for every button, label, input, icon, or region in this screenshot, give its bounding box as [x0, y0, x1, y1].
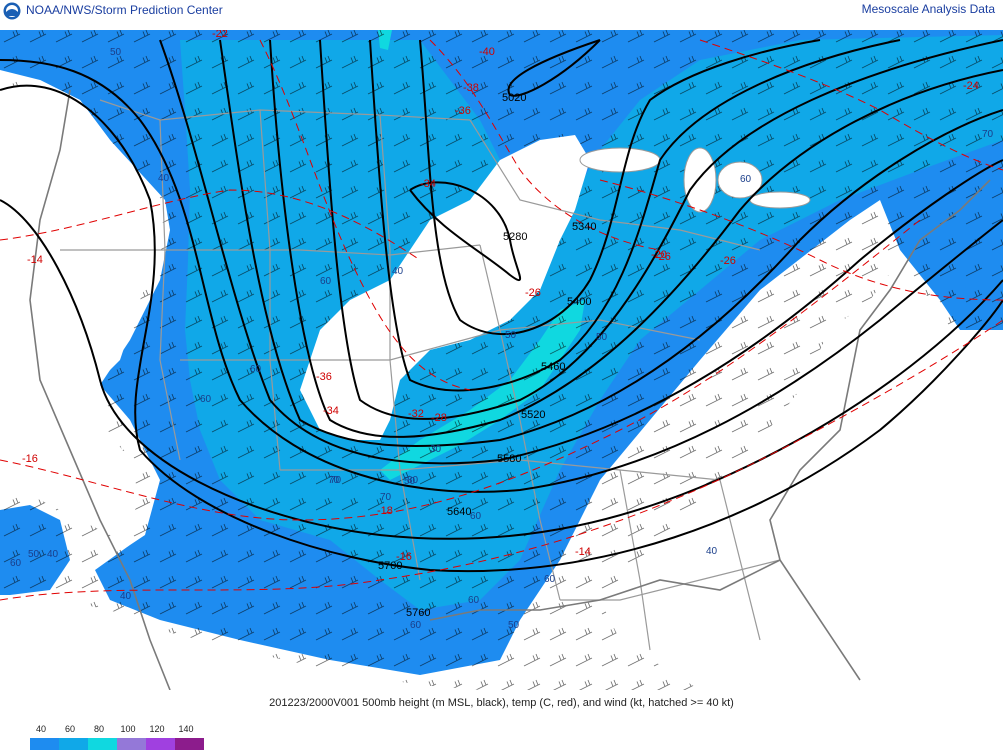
height-label: 5640: [447, 506, 471, 518]
speed-label: 40: [706, 546, 718, 557]
temp-label: -20: [651, 249, 667, 261]
speed-label: 60: [410, 620, 422, 631]
temp-label: -16: [396, 551, 412, 563]
temp-label: -16: [22, 453, 38, 465]
legend-swatch: [146, 738, 175, 750]
height-label: 5020: [502, 92, 526, 104]
speed-label: 50: [508, 620, 520, 631]
legend-label: 140: [178, 724, 194, 734]
height-label: 5520: [521, 409, 545, 421]
height-label: 5460: [541, 361, 565, 373]
temp-label: -34: [323, 405, 339, 417]
legend-swatch: [30, 738, 59, 750]
speed-label: 60: [740, 174, 752, 185]
legend-label: 40: [35, 724, 46, 734]
noaa-logo-icon: [3, 2, 21, 20]
west-coast-clear-zone: [0, 80, 165, 540]
speed-label: 50: [110, 47, 122, 58]
southeast-clear-zone: [600, 260, 1003, 690]
temp-label: -22: [212, 30, 228, 40]
temp-label: -36: [316, 371, 332, 383]
speed-label: 40: [47, 549, 59, 560]
state-borders: [60, 99, 781, 651]
height-label: 5760: [406, 607, 430, 619]
legend-swatch: [117, 738, 146, 750]
temperature-isotherms: [0, 39, 1003, 601]
temp-label: -26: [720, 255, 736, 267]
speed-label: 60: [10, 558, 22, 569]
temp-label: -14: [27, 254, 43, 266]
temp-label: -34: [420, 178, 436, 190]
temp-label: -14: [575, 546, 591, 558]
legend-swatch: [175, 738, 204, 750]
southwest-clear-zone: [0, 600, 480, 690]
height-contours: [0, 39, 1003, 573]
speed-label: 60: [200, 394, 212, 405]
temp-label: -28: [431, 412, 447, 424]
speed-label: 70: [982, 129, 994, 140]
map-caption: 201223/2000V001 500mb height (m MSL, bla…: [269, 697, 734, 709]
speed-label: 70: [330, 475, 342, 486]
temp-label: -32: [408, 408, 424, 420]
great-lakes: [579, 147, 811, 213]
weather-map: 5020 5280 5340 5400 5460 5520 5580 5640 …: [0, 30, 1003, 690]
speed-label: 60: [544, 574, 556, 585]
height-labels: 5020 5280 5340 5400 5460 5520 5580 5640 …: [378, 92, 596, 619]
agency-title: NOAA/NWS/Storm Prediction Center: [26, 3, 223, 17]
header-bar: NOAA/NWS/Storm Prediction Center Mesosca…: [0, 0, 1003, 30]
height-label: 5280: [503, 231, 527, 243]
speed-label: 60: [320, 276, 332, 287]
coastlines: [29, 89, 991, 690]
speed-label: 60: [468, 595, 480, 606]
legend-label: 100: [120, 724, 136, 734]
speed-label: 50: [505, 330, 517, 341]
speed-label: 50: [596, 332, 608, 343]
speed-label: 70: [328, 475, 340, 486]
temperature-labels: -22 -40 -38 -36 -34 -14 -36 -34 -32 -28 …: [22, 30, 979, 563]
temp-label: -18: [377, 505, 393, 517]
speed-label: 80: [407, 475, 419, 486]
legend-label: 120: [149, 724, 165, 734]
upper-low-clear-zone: [300, 135, 590, 440]
legend-swatch: [59, 738, 88, 750]
speed-label: 50: [28, 549, 40, 560]
speed-label: 40: [158, 173, 170, 184]
speed-label: 50: [404, 476, 416, 487]
speed-label: 60: [250, 364, 262, 375]
height-label: 5400: [567, 296, 591, 308]
legend-label: 60: [64, 724, 75, 734]
temp-label: -26: [525, 287, 541, 299]
height-label: 5580: [497, 453, 521, 465]
speed-label: 40: [392, 266, 404, 277]
product-title: Mesoscale Analysis Data: [861, 2, 995, 16]
temp-label: -36: [455, 105, 471, 117]
temp-label: -38: [463, 82, 479, 94]
speed-label: 60: [470, 511, 482, 522]
speed-label: 30: [430, 444, 442, 455]
temp-label: -24: [963, 80, 979, 92]
legend-swatch: [88, 738, 117, 750]
height-label: 5700: [378, 560, 402, 572]
wind-speed-labels: 50 40 60 40 60 70 80 50 60 50 60 40 30 7…: [10, 47, 994, 631]
speed-label: 70: [380, 492, 392, 503]
speed-label: 40: [120, 591, 132, 602]
height-label: 5340: [572, 221, 596, 233]
legend-label: 80: [93, 724, 104, 734]
temp-label: -40: [479, 46, 495, 58]
temp-label: -26: [655, 251, 671, 263]
